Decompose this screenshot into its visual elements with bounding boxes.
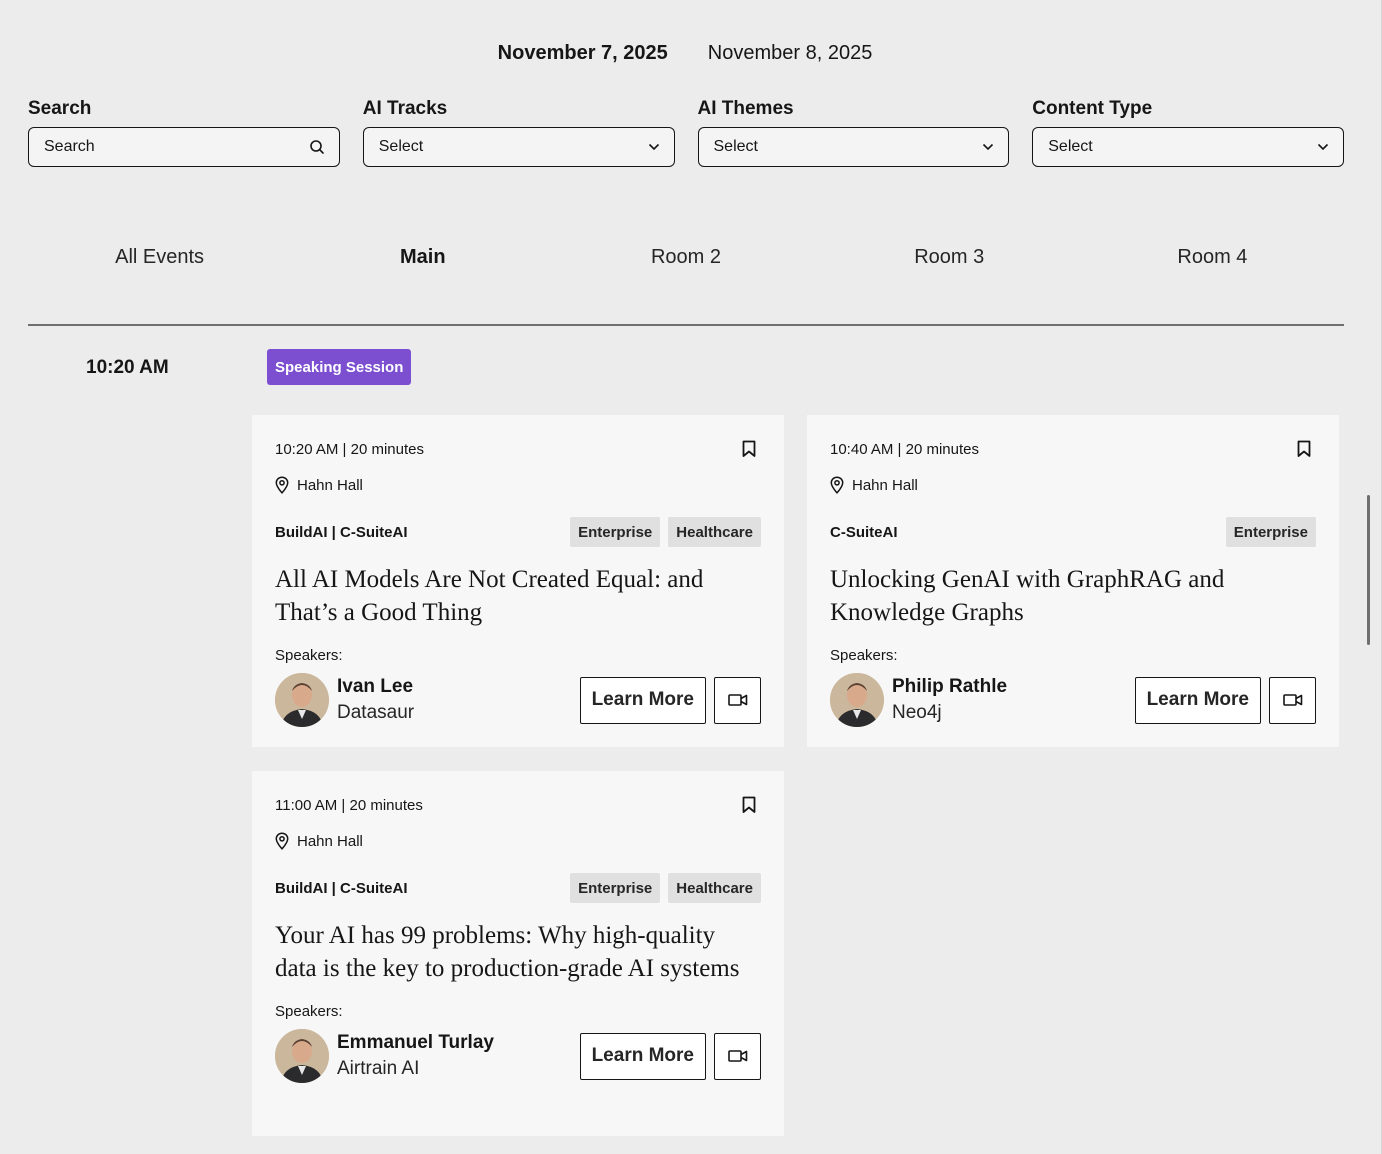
tab-main[interactable]: Main <box>400 246 446 268</box>
ai-themes-value: Select <box>713 138 758 155</box>
speaker: Ivan Lee Datasaur <box>275 673 414 727</box>
slot-time: 10:20 AM <box>86 357 169 378</box>
ai-themes-filter: AI Themes Select <box>697 98 1010 167</box>
session-title: Your AI has 99 problems: Why high-qualit… <box>275 922 740 982</box>
tag-healthcare: Healthcare <box>668 517 761 547</box>
avatar <box>275 1029 329 1083</box>
location-pin-icon <box>275 476 289 494</box>
video-button[interactable] <box>1269 676 1316 724</box>
video-camera-icon <box>727 693 748 707</box>
scrollbar-thumb[interactable] <box>1367 495 1370 645</box>
video-button[interactable] <box>714 676 761 724</box>
chevron-down-icon <box>982 143 994 151</box>
content-type-select[interactable]: Select <box>1032 127 1344 167</box>
search-input[interactable] <box>44 138 284 156</box>
session-card: 10:20 AM | 20 minutes Hahn Hall BuildAI … <box>252 415 784 747</box>
session-title: Unlocking GenAI with GraphRAG and Knowle… <box>830 566 1225 626</box>
session-time: 10:40 AM | 20 minutes <box>830 440 979 458</box>
search-filter: Search <box>28 98 340 167</box>
speaker-org: Airtrain AI <box>337 1058 420 1079</box>
search-box[interactable] <box>28 127 340 167</box>
ai-tracks-label: AI Tracks <box>362 98 448 119</box>
content-type-label: Content Type <box>1032 98 1153 119</box>
video-camera-icon <box>1282 693 1303 707</box>
content-type-value: Select <box>1048 138 1093 155</box>
video-button[interactable] <box>714 1032 761 1080</box>
ai-themes-label: AI Themes <box>697 98 794 119</box>
tag-enterprise: Enterprise <box>570 517 661 547</box>
search-label: Search <box>28 98 92 119</box>
location-pin-icon <box>830 476 844 494</box>
session-time: 10:20 AM | 20 minutes <box>275 440 424 458</box>
avatar <box>275 673 329 727</box>
speakers-label: Speakers: <box>275 647 343 664</box>
chevron-down-icon <box>1317 143 1329 151</box>
tab-room-2[interactable]: Room 2 <box>650 246 722 268</box>
session-track: BuildAI | C-SuiteAI <box>275 879 408 897</box>
date-tab-nov-7[interactable]: November 7, 2025 <box>497 42 668 64</box>
session-location: Hahn Hall <box>852 476 918 494</box>
learn-more-button[interactable]: Learn More <box>579 676 706 724</box>
speakers-label: Speakers: <box>275 1003 343 1020</box>
session-type-badge: Speaking Session <box>267 349 412 385</box>
speaker-name: Ivan Lee <box>337 676 414 697</box>
learn-more-button[interactable]: Learn More <box>1134 676 1261 724</box>
location-pin-icon <box>275 832 289 850</box>
session-title: All AI Models Are Not Created Equal: and… <box>275 566 704 626</box>
tab-room-4[interactable]: Room 4 <box>1177 246 1248 268</box>
speaker-org: Datasaur <box>337 702 415 723</box>
content-type-filter: Content Type Select <box>1032 98 1344 167</box>
room-tabs: All Events Main Room 2 Room 3 Room 4 <box>28 246 1344 269</box>
session-tags: Enterprise <box>1225 517 1316 547</box>
session-location: Hahn Hall <box>297 832 363 850</box>
learn-more-button[interactable]: Learn More <box>579 1032 706 1080</box>
tabs-divider <box>28 324 1344 326</box>
speaker-org: Neo4j <box>892 702 942 723</box>
chevron-down-icon <box>648 143 660 151</box>
bookmark-icon[interactable] <box>737 437 761 461</box>
session-card: 10:40 AM | 20 minutes Hahn Hall C-SuiteA… <box>807 415 1339 747</box>
date-tab-nov-8[interactable]: November 8, 2025 <box>707 42 873 64</box>
ai-tracks-select[interactable]: Select <box>362 127 675 167</box>
session-card: 11:00 AM | 20 minutes Hahn Hall BuildAI … <box>252 771 784 1136</box>
session-tags: Enterprise Healthcare <box>570 873 761 903</box>
session-track: BuildAI | C-SuiteAI <box>275 523 408 541</box>
bookmark-icon[interactable] <box>737 793 761 817</box>
ai-tracks-value: Select <box>378 138 424 155</box>
speaker: Emmanuel Turlay Airtrain AI <box>275 1029 494 1083</box>
session-track: C-SuiteAI <box>830 523 898 541</box>
session-tags: Enterprise Healthcare <box>570 517 761 547</box>
speaker: Philip Rathle Neo4j <box>830 673 1007 727</box>
avatar <box>830 673 884 727</box>
tag-enterprise: Enterprise <box>570 873 661 903</box>
ai-tracks-filter: AI Tracks Select <box>362 98 675 167</box>
speaker-name: Philip Rathle <box>892 676 1008 697</box>
search-icon[interactable] <box>309 139 325 155</box>
date-tabs: November 7, 2025 November 8, 2025 <box>0 42 1370 65</box>
session-time: 11:00 AM | 20 minutes <box>275 796 423 814</box>
video-camera-icon <box>727 1049 748 1063</box>
ai-themes-select[interactable]: Select <box>697 127 1010 167</box>
tag-enterprise: Enterprise <box>1225 517 1316 547</box>
tag-healthcare: Healthcare <box>668 873 761 903</box>
bookmark-icon[interactable] <box>1292 437 1316 461</box>
speaker-name: Emmanuel Turlay <box>337 1032 494 1053</box>
speakers-label: Speakers: <box>830 647 898 664</box>
session-location: Hahn Hall <box>297 476 363 494</box>
filters-bar: Search AI Tracks Select AI Themes Select <box>28 98 1344 167</box>
tab-all-events[interactable]: All Events <box>115 246 205 268</box>
tab-room-3[interactable]: Room 3 <box>914 246 985 268</box>
